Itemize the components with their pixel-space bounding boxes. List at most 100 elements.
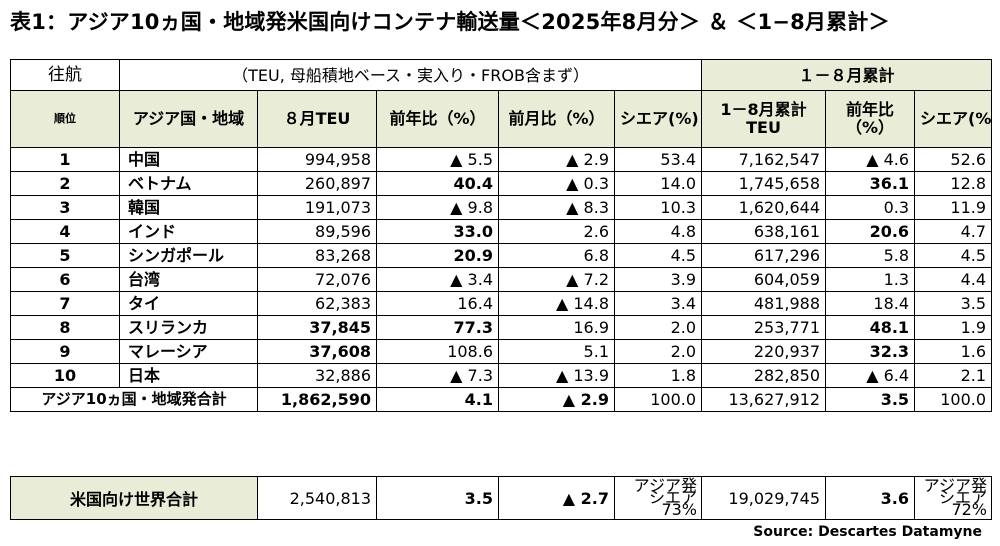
aug-teu-header: ８月TEU [257, 90, 377, 148]
rank-cell: 7 [10, 291, 120, 316]
cum-teu-cell: 1,745,658 [701, 171, 827, 196]
rank-cell: 3 [10, 195, 120, 220]
country-cell: 台湾 [119, 267, 258, 292]
rank-cell: 2 [10, 171, 120, 196]
yoy-cell: 108.6 [376, 339, 499, 364]
cum-share-header: シエア(%) [914, 90, 993, 148]
mom-cell: ▲ 2.9 [498, 147, 615, 172]
cum-share-cell: 1.9 [914, 315, 993, 340]
cum-teu-cell: 638,161 [701, 219, 827, 244]
share-cell: 10.3 [613, 195, 703, 220]
subtotal-yoy: 4.1 [376, 387, 499, 412]
teu-cell: 994,958 [257, 147, 377, 172]
world-total-table: 米国向け世界合計 2,540,813 3.5 ▲ 2.7 アジア発シエア 73% … [10, 476, 992, 520]
country-cell: 日本 [119, 363, 258, 388]
subtotal-cum-share: 100.0 [914, 387, 993, 412]
share-cell: 1.8 [613, 363, 703, 388]
page-title: 表1：アジア10ヵ国・地域発米国向けコンテナ輸送量＜2025年8月分＞ ＆ ＜1… [10, 10, 890, 34]
world-total-label: 米国向け世界合計 [10, 476, 258, 520]
cum-yoy-cell: ▲ 4.6 [825, 147, 916, 172]
cum-yoy-header-line2: （%） [846, 118, 895, 137]
cum-yoy-cell: 20.6 [825, 219, 916, 244]
mom-cell: ▲ 8.3 [498, 195, 615, 220]
share-cell: 4.5 [613, 243, 703, 268]
teu-cell: 62,383 [257, 291, 377, 316]
cum-teu-cell: 220,937 [701, 339, 827, 364]
rank-cell: 9 [10, 339, 120, 364]
yoy-cell: 33.0 [376, 219, 499, 244]
mom-cell: ▲ 13.9 [498, 363, 615, 388]
share-cell: 4.8 [613, 219, 703, 244]
rank-cell: 8 [10, 315, 120, 340]
subtotal-cum-teu: 13,627,912 [701, 387, 827, 412]
teu-cell: 72,076 [257, 267, 377, 292]
world-total-teu: 2,540,813 [257, 476, 377, 520]
cum-share-cell: 3.5 [914, 291, 993, 316]
subtotal-label: アジア10ヵ国・地域発合計 [10, 387, 258, 412]
mom-cell: 5.1 [498, 339, 615, 364]
subtotal-teu: 1,862,590 [257, 387, 377, 412]
subtotal-cum-yoy: 3.5 [825, 387, 916, 412]
cum-teu-cell: 282,850 [701, 363, 827, 388]
teu-cell: 83,268 [257, 243, 377, 268]
container-volume-table: 往航 （TEU, 母船積地ベース・実入り・FROB含まず） １－８月累計 順位 … [10, 59, 993, 412]
world-total-row: 米国向け世界合計 2,540,813 3.5 ▲ 2.7 アジア発シエア 73% … [10, 476, 992, 520]
country-header: アジア国・地域 [119, 90, 258, 148]
table-row: 9 マレーシア 37,608 108.6 5.1 2.0 220,937 32.… [10, 339, 993, 364]
world-total-cum-asia-share: アジア発シエア 72% [914, 476, 992, 520]
mom-cell: 2.6 [498, 219, 615, 244]
cum-yoy-header-line1: 前年比 [846, 100, 895, 119]
yoy-cell: 40.4 [376, 171, 499, 196]
country-cell: シンガポール [119, 243, 258, 268]
share-cell: 53.4 [613, 147, 703, 172]
cum-asia-share-value: 72% [951, 500, 987, 519]
cum-share-cell: 11.9 [914, 195, 993, 220]
share-cell: 2.0 [613, 339, 703, 364]
world-total-yoy: 3.5 [376, 476, 499, 520]
mom-cell: 16.9 [498, 315, 615, 340]
subtotal-share: 100.0 [613, 387, 703, 412]
cum-share-cell: 2.1 [914, 363, 993, 388]
cum-teu-cell: 253,771 [701, 315, 827, 340]
rank-header: 順位 [10, 90, 120, 148]
rank-cell: 1 [10, 147, 120, 172]
yoy-cell: ▲ 7.3 [376, 363, 499, 388]
country-cell: インド [119, 219, 258, 244]
cum-yoy-cell: 0.3 [825, 195, 916, 220]
cum-teu-cell: 1,620,644 [701, 195, 827, 220]
teu-cell: 32,886 [257, 363, 377, 388]
mom-cell: ▲ 7.2 [498, 267, 615, 292]
table-row: 7 タイ 62,383 16.4 ▲ 14.8 3.4 481,988 18.4… [10, 291, 993, 316]
cum-yoy-header: 前年比 （%） [825, 90, 916, 148]
share-header: シエア(%) [613, 90, 703, 148]
mom-cell: ▲ 0.3 [498, 171, 615, 196]
yoy-header: 前年比（%） [376, 90, 499, 148]
cum-teu-cell: 481,988 [701, 291, 827, 316]
country-cell: タイ [119, 291, 258, 316]
table-note: （TEU, 母船積地ベース・実入り・FROB含まず） [118, 59, 703, 91]
asia-share-value: 73% [661, 500, 697, 519]
world-total-cum-yoy: 3.6 [825, 476, 915, 520]
subtotal-row: アジア10ヵ国・地域発合計 1,862,590 4.1 ▲ 2.9 100.0 … [10, 387, 993, 412]
rank-cell: 10 [10, 363, 120, 388]
asia-share-label: アジア発シエア [633, 476, 697, 507]
cum-yoy-cell: 32.3 [825, 339, 916, 364]
table-row: 6 台湾 72,076 ▲ 3.4 ▲ 7.2 3.9 604,059 1.3 … [10, 267, 993, 292]
table-row: 4 インド 89,596 33.0 2.6 4.8 638,161 20.6 4… [10, 219, 993, 244]
cum-yoy-cell: 36.1 [825, 171, 916, 196]
route-label: 往航 [10, 59, 120, 91]
mom-header: 前月比（%） [498, 90, 615, 148]
source-note: Source: Descartes Datamyne [753, 524, 982, 540]
rank-cell: 5 [10, 243, 120, 268]
cum-yoy-cell: 5.8 [825, 243, 916, 268]
subtotal-mom: ▲ 2.9 [498, 387, 615, 412]
country-cell: ベトナム [119, 171, 258, 196]
teu-cell: 260,897 [257, 171, 377, 196]
yoy-cell: ▲ 5.5 [376, 147, 499, 172]
yoy-cell: 20.9 [376, 243, 499, 268]
teu-cell: 89,596 [257, 219, 377, 244]
yoy-cell: ▲ 3.4 [376, 267, 499, 292]
share-cell: 3.4 [613, 291, 703, 316]
cum-share-cell: 52.6 [914, 147, 993, 172]
teu-cell: 191,073 [257, 195, 377, 220]
